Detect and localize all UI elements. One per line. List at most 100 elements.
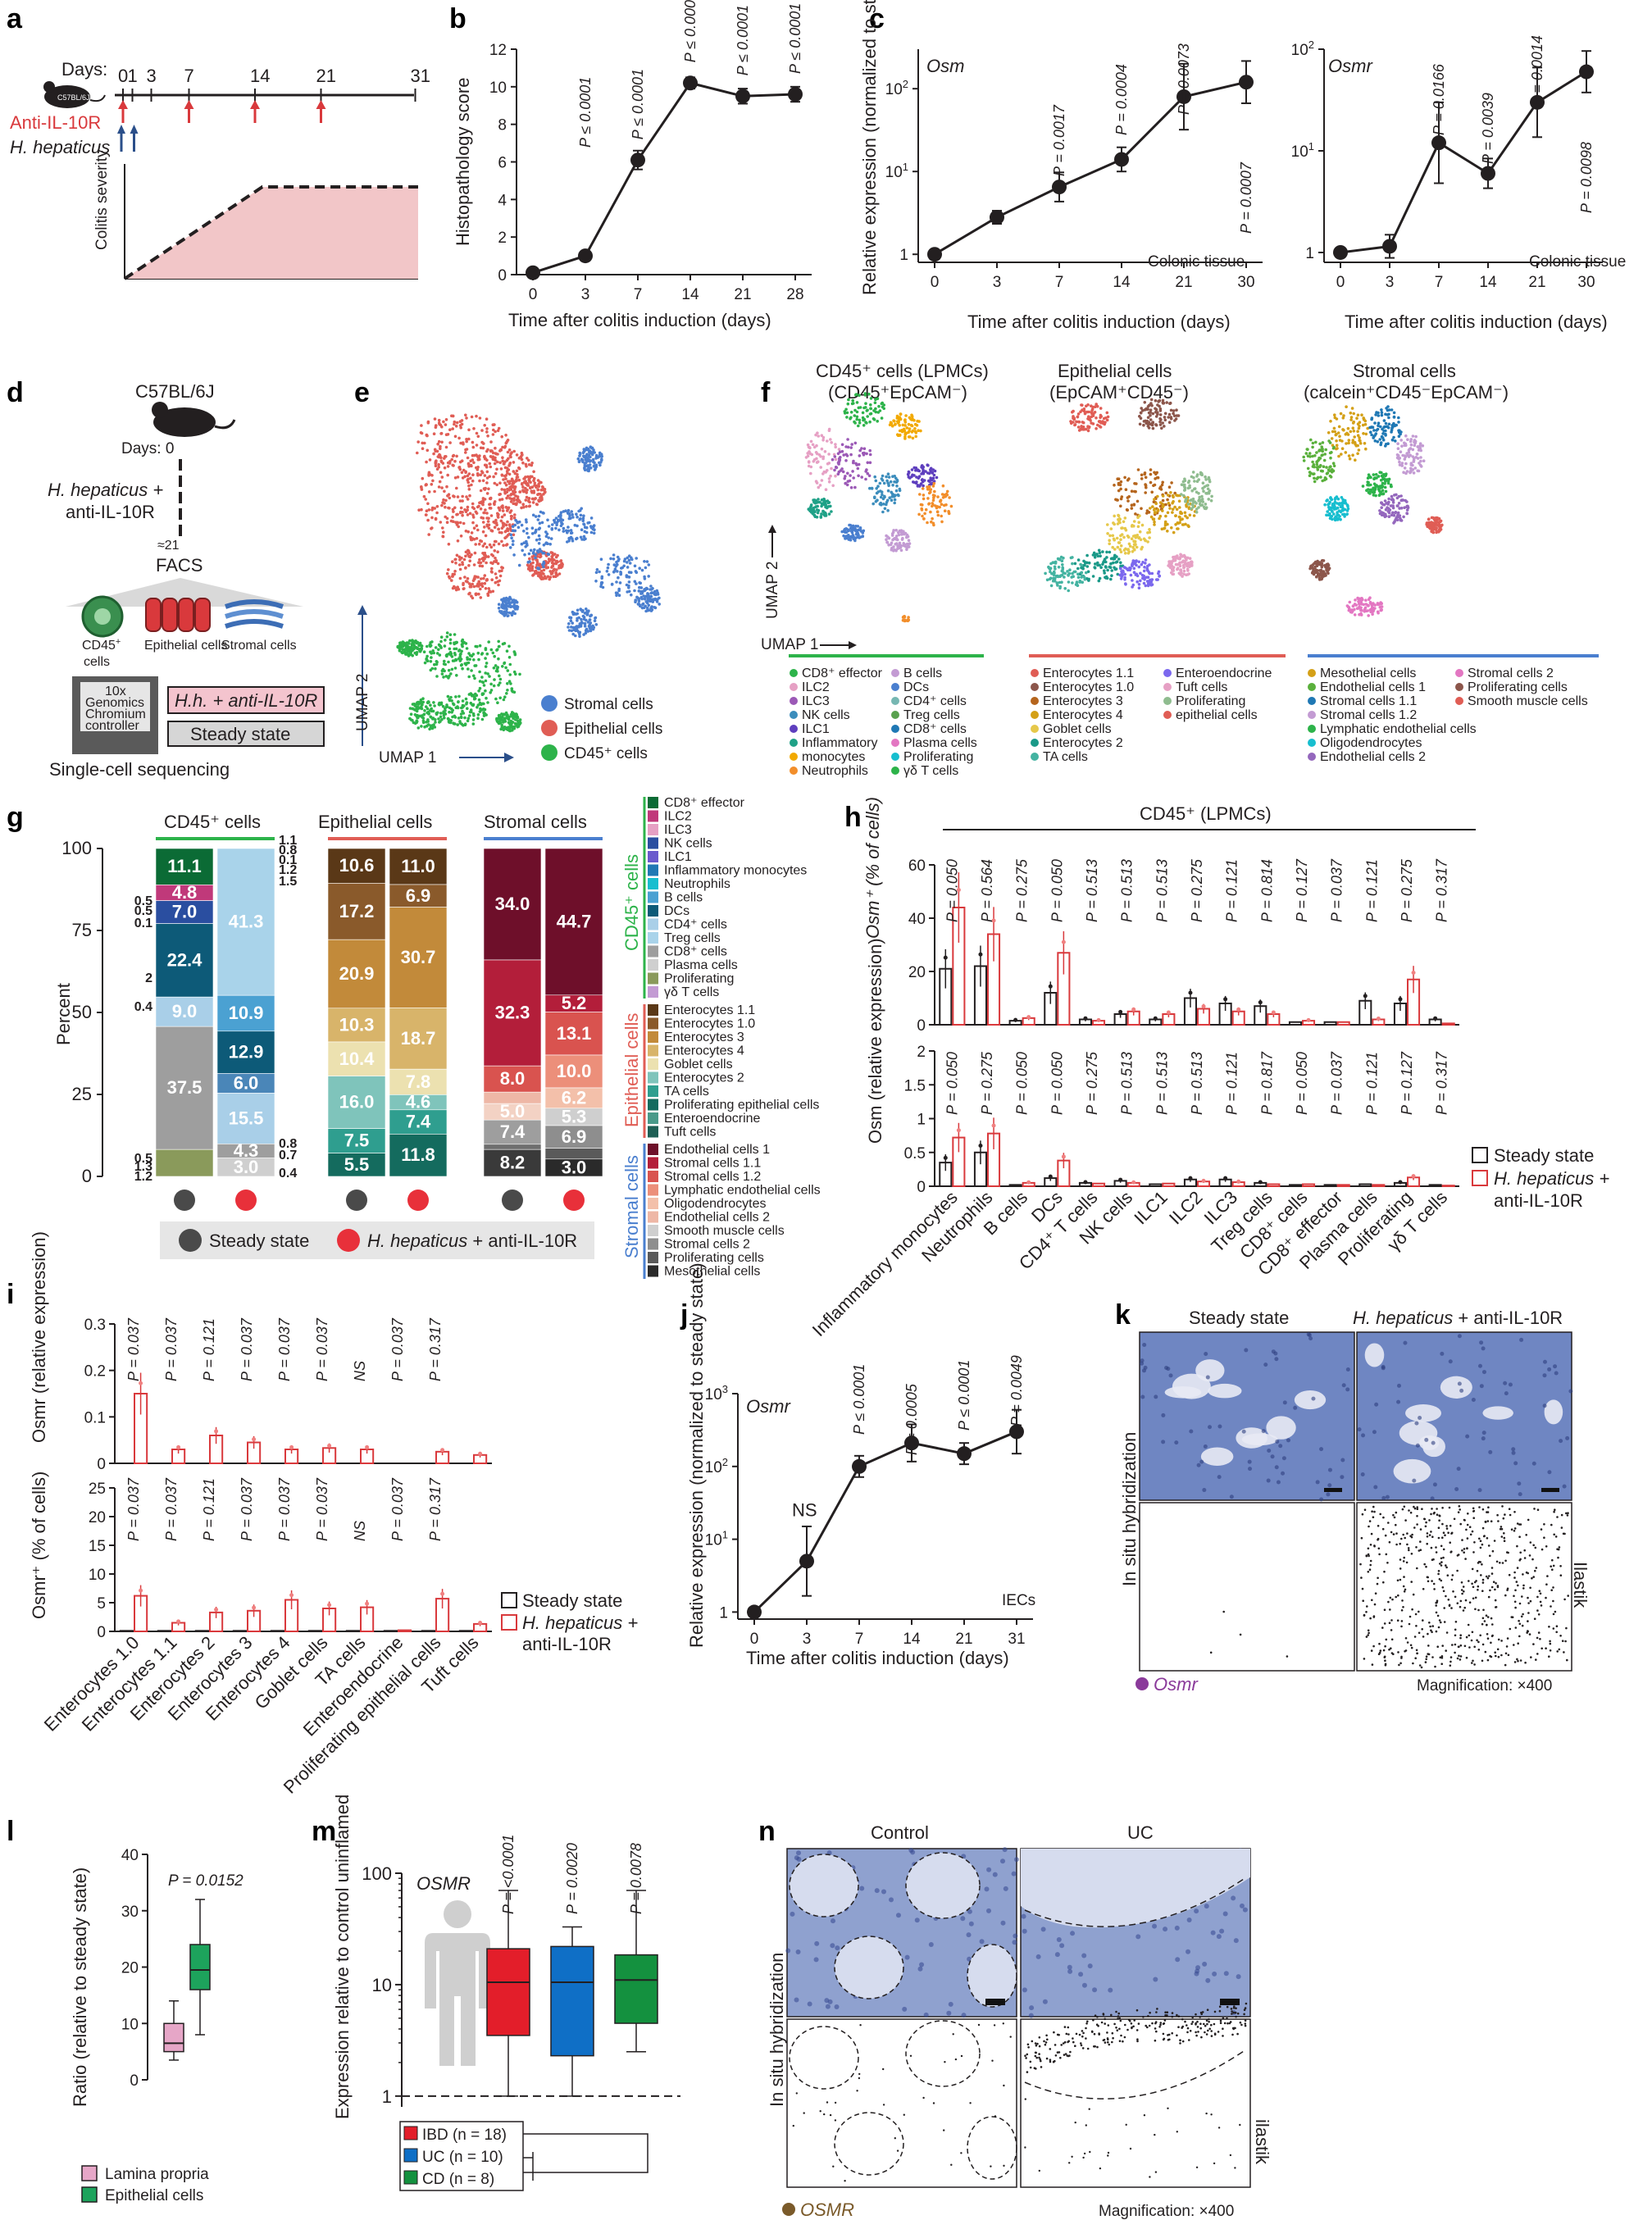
stromal-point [512,539,515,543]
epithelial-point [471,440,475,444]
stromal-point [613,567,617,571]
f-str-point [1318,561,1322,564]
f-cd45-point [862,447,867,451]
f-epi-point [1151,426,1155,430]
f-str-point [1358,612,1361,616]
f-str-point [1336,506,1340,510]
f-cd45-point [886,509,890,512]
f-cd45-point [809,504,812,508]
f-cd45-point [864,402,867,406]
f-epi-point [1116,522,1120,525]
f-cd45-point [893,475,896,478]
f-str-point [1335,444,1339,447]
e-umap2-label: UMAP 2 [354,674,371,731]
f-cd45-point [926,521,929,525]
f-cd45-point [815,508,819,512]
f-str-point [1313,565,1317,569]
f-str-point [1377,424,1380,427]
epithelial-point [475,512,479,515]
stromal-point [536,550,540,553]
f-cd45-point [819,466,822,469]
epithelial-point [493,549,497,553]
f-str-point [1326,510,1329,513]
epithelial-point [548,570,552,573]
stromal-point [590,446,594,450]
f-epi-point [1080,427,1083,431]
epithelial-point [483,457,487,461]
x-tick-label: 21 [1528,274,1545,291]
panel-label-g: g [7,802,24,833]
cd45-point [432,651,435,655]
stromal-point [569,619,573,622]
f-str-point [1329,456,1332,460]
f-cd45-point [858,406,862,409]
mouse-icon: C57BL/6J [43,81,106,108]
f-cd45-point [811,443,815,447]
f-cd45-point [908,476,912,480]
f-epi-point [1131,545,1135,549]
f-cd45-point [889,480,893,484]
epithelial-point [485,492,489,495]
f-cd45-point [854,393,858,397]
stromal-point [518,520,521,524]
f-cd45-point [853,539,857,543]
epithelial-point [476,528,480,532]
f-epi-point [1204,503,1208,506]
f-str-point [1392,423,1395,426]
f-cd45-point [903,543,907,546]
cd45-point [442,662,446,666]
cd45-point [459,712,463,716]
d-treatment-2: anti-IL-10R [66,502,155,522]
f-epi-point [1182,569,1186,573]
epithelial-point [430,527,433,530]
f-cd45-point [894,480,899,484]
epithelial-point [469,476,472,480]
osm-tissue-label: Colonic tissue [1148,253,1245,271]
stromal-point [614,564,618,568]
f-str-point [1369,475,1372,480]
epithelial-point [496,550,499,553]
severity-line [123,185,418,280]
f-epi-point [1163,425,1166,428]
f-cd45-point [858,454,862,457]
epithelial-point [440,440,444,444]
f-epi-point [1063,587,1067,590]
f-epi-point [1134,560,1138,564]
stromal-point [641,602,645,606]
f-str-point [1405,508,1409,512]
f-epi-point [1087,425,1091,429]
cd45-point [438,644,441,648]
f-str-point [1322,574,1326,578]
cd45-point [501,665,504,668]
stromal-point [512,610,515,613]
f-cd45-point [824,488,828,491]
f-str-point [1384,507,1388,512]
f-cd45-point [854,525,858,528]
f-epi-point [1076,415,1080,419]
epithelial-point [485,523,489,526]
f-epi-point [1095,427,1098,430]
f-epi-point [1147,511,1151,514]
epithelial-point [454,562,457,565]
cd45-point [489,648,494,652]
stromal-point [567,508,571,512]
f-str-point [1318,442,1322,446]
cd45-point [482,707,485,711]
f-epi-point [1167,412,1172,416]
cd45-point [425,657,428,662]
f-cd45-point [833,455,837,458]
f-epi-point [1044,571,1047,575]
f-str-point [1399,450,1403,453]
epithelial-point [550,572,553,575]
f-cd45-point [923,512,926,516]
f-str-point [1378,509,1381,512]
f-str-point [1363,607,1367,612]
stromal-point [581,519,585,522]
f-legend-dot [891,711,899,719]
epithelial-point [453,420,457,424]
epithelial-point [463,508,466,512]
f-legend-dot [1163,697,1172,705]
f-cd45-point [888,423,892,426]
f-epi-point [1185,562,1188,566]
cd45-point [429,715,432,719]
